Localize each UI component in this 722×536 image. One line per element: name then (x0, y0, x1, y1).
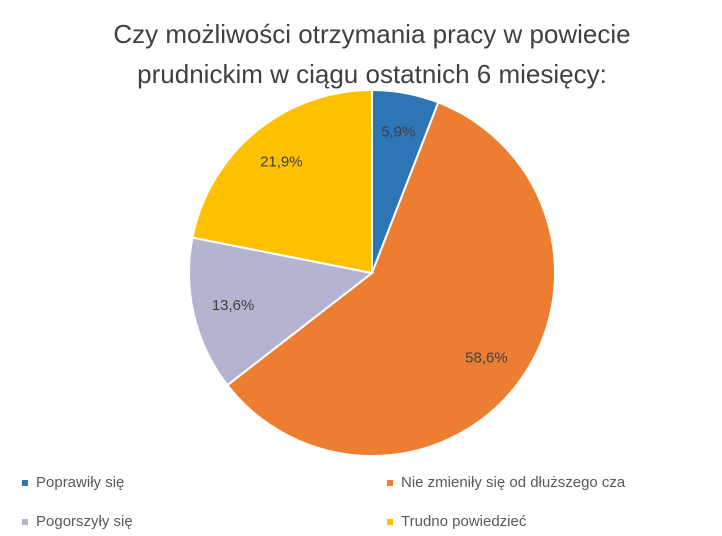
data-label: 21,9% (260, 154, 303, 171)
data-label: 5,9% (381, 124, 415, 141)
legend-label: Nie zmieniły się od dłuższego cza (401, 474, 626, 491)
data-label: 13,6% (212, 297, 255, 314)
legend-swatch (387, 480, 393, 486)
legend-label: Poprawiły się (36, 474, 124, 491)
pie-slice (188, 236, 375, 387)
legend-swatch (22, 519, 28, 525)
data-label: 58,6% (465, 349, 508, 366)
legend-label: Pogorszyły się (36, 513, 133, 530)
legend-swatch (387, 519, 393, 525)
chart-title: Czy możliwości otrzymania pracy w powiec… (113, 19, 630, 49)
legend-swatch (22, 480, 28, 486)
pie-slice (191, 88, 373, 275)
pie-slice (225, 101, 556, 457)
legend-label: Trudno powiedzieć (401, 513, 527, 530)
chart-title: prudnickim w ciągu ostatnich 6 miesięcy: (137, 59, 607, 89)
